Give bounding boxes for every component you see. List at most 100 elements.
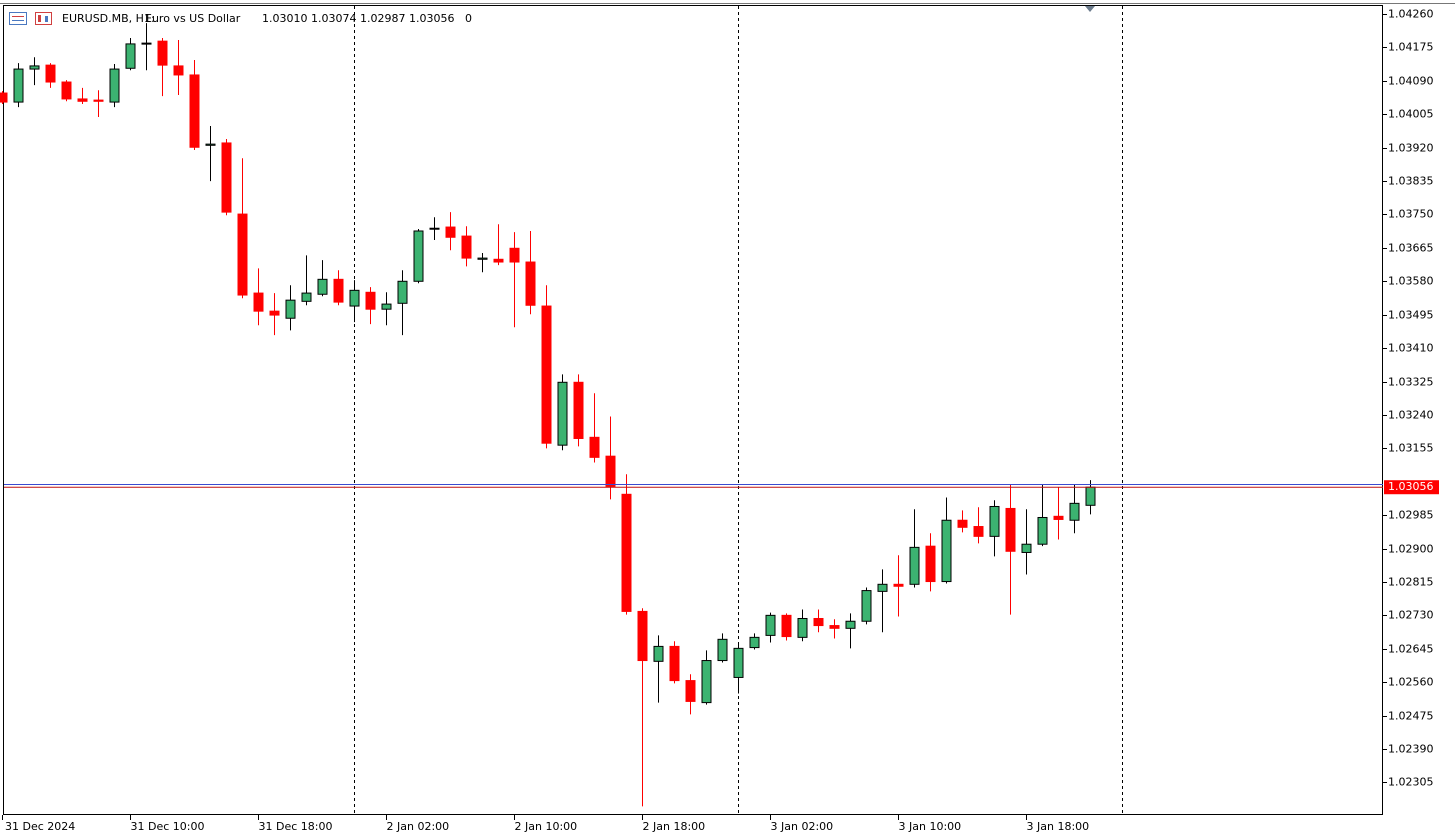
candle-body [653, 645, 664, 662]
icon [35, 12, 52, 25]
x-tick-label: 31 Dec 10:00 [131, 820, 205, 833]
y-tick-label: 1.02475 [1388, 710, 1434, 723]
ohlc-low: 1.02987 [360, 12, 406, 25]
candle-body [1021, 543, 1032, 553]
candle-body [45, 64, 56, 83]
y-tick-label: 1.03835 [1388, 175, 1434, 188]
x-tick-label: 2 Jan 02:00 [387, 820, 450, 833]
candle-body [717, 638, 728, 662]
price-tag [1384, 480, 1439, 495]
y-tick-label: 1.02305 [1388, 776, 1434, 789]
candle-body [301, 292, 312, 302]
candle-body [541, 305, 552, 444]
candle-body [909, 546, 920, 585]
candle-body [205, 143, 216, 146]
y-tick-label: 1.02560 [1388, 676, 1434, 689]
candle-body [61, 81, 72, 100]
candle-body [125, 43, 136, 69]
candle-body [333, 278, 344, 303]
ohlc-high: 1.03074 [311, 12, 357, 25]
candle-body [445, 226, 456, 238]
candle-body [573, 381, 584, 439]
y-tick-label: 1.04175 [1388, 41, 1434, 54]
candle-body [893, 583, 904, 587]
y-tick-label: 1.03580 [1388, 275, 1434, 288]
candle-body [285, 299, 296, 319]
y-tick-label: 1.03495 [1388, 309, 1434, 322]
candle-body [925, 545, 936, 583]
candle-body [989, 505, 1000, 537]
y-tick-label: 1.02985 [1388, 509, 1434, 522]
candle-body [1069, 502, 1080, 521]
candle-body [621, 493, 632, 612]
candle-body [13, 68, 24, 103]
icon [45, 16, 48, 22]
symbol: EURUSD.MB, H1: [62, 12, 155, 25]
ohlc-close: 1.03056 [409, 12, 455, 25]
candle-body [797, 617, 808, 638]
candle-body [509, 247, 520, 263]
candle-body [397, 280, 408, 304]
ohlc-open: 1.03010 [262, 12, 308, 25]
candle-body [141, 42, 152, 45]
candle-body [429, 227, 440, 230]
candle-body [669, 645, 680, 682]
candle-body [317, 278, 328, 295]
candle-body [461, 235, 472, 259]
y-tick-label: 1.04005 [1388, 108, 1434, 121]
y-tick-label: 1.02730 [1388, 609, 1434, 622]
candle-body [781, 614, 792, 638]
candle-body [557, 381, 568, 446]
candle-body [1053, 515, 1064, 520]
candle-body [749, 636, 760, 649]
x-tick-label: 2 Jan 10:00 [515, 820, 578, 833]
candle-body [973, 526, 984, 537]
price-tag-label: 1.03056 [1388, 480, 1434, 493]
icon [38, 15, 41, 22]
candle-body [685, 680, 696, 702]
candle-body [1085, 486, 1096, 506]
candle-body [269, 310, 280, 316]
y-tick-label: 1.03410 [1388, 342, 1434, 355]
candle-body [413, 230, 424, 282]
x-tick-label: 3 Jan 02:00 [771, 820, 834, 833]
candle-body [813, 617, 824, 627]
candle-body [877, 583, 888, 592]
candle-body [349, 289, 360, 307]
symbol-icons [9, 12, 52, 25]
y-tick-label: 1.03325 [1388, 376, 1434, 389]
candle-body [381, 303, 392, 310]
candle-body [845, 620, 856, 629]
candle-body [941, 519, 952, 583]
y-tick-label: 1.03920 [1388, 142, 1434, 155]
candle-body [29, 65, 40, 70]
y-tick-label: 1.03240 [1388, 409, 1434, 422]
candle-body [861, 590, 872, 622]
x-tick-label: 31 Dec 18:00 [259, 820, 333, 833]
candle-body [77, 98, 88, 102]
y-tick-label: 1.02645 [1388, 643, 1434, 656]
candle-body [157, 40, 168, 66]
volume: 0 [465, 12, 472, 25]
candle-body [173, 65, 184, 76]
candle-body [0, 92, 8, 103]
description: Euro vs US Dollar [145, 12, 241, 25]
candle-body [525, 261, 536, 306]
x-tick-label: 2 Jan 18:00 [643, 820, 706, 833]
shift-marker [1085, 6, 1095, 12]
candle-body [765, 614, 776, 636]
y-tick-label: 1.02815 [1388, 576, 1434, 589]
x-tick-label: 3 Jan 10:00 [899, 820, 962, 833]
y-tick-label: 1.04260 [1388, 8, 1434, 21]
candle-body [637, 610, 648, 662]
candle-body [829, 625, 840, 629]
candle-body [1005, 507, 1016, 552]
plot-frame [3, 5, 1383, 815]
candle-body [109, 68, 120, 103]
candle-body [605, 455, 616, 487]
candle-body [93, 99, 104, 102]
y-tick-label: 1.04090 [1388, 75, 1434, 88]
y-tick-label: 1.02900 [1388, 543, 1434, 556]
